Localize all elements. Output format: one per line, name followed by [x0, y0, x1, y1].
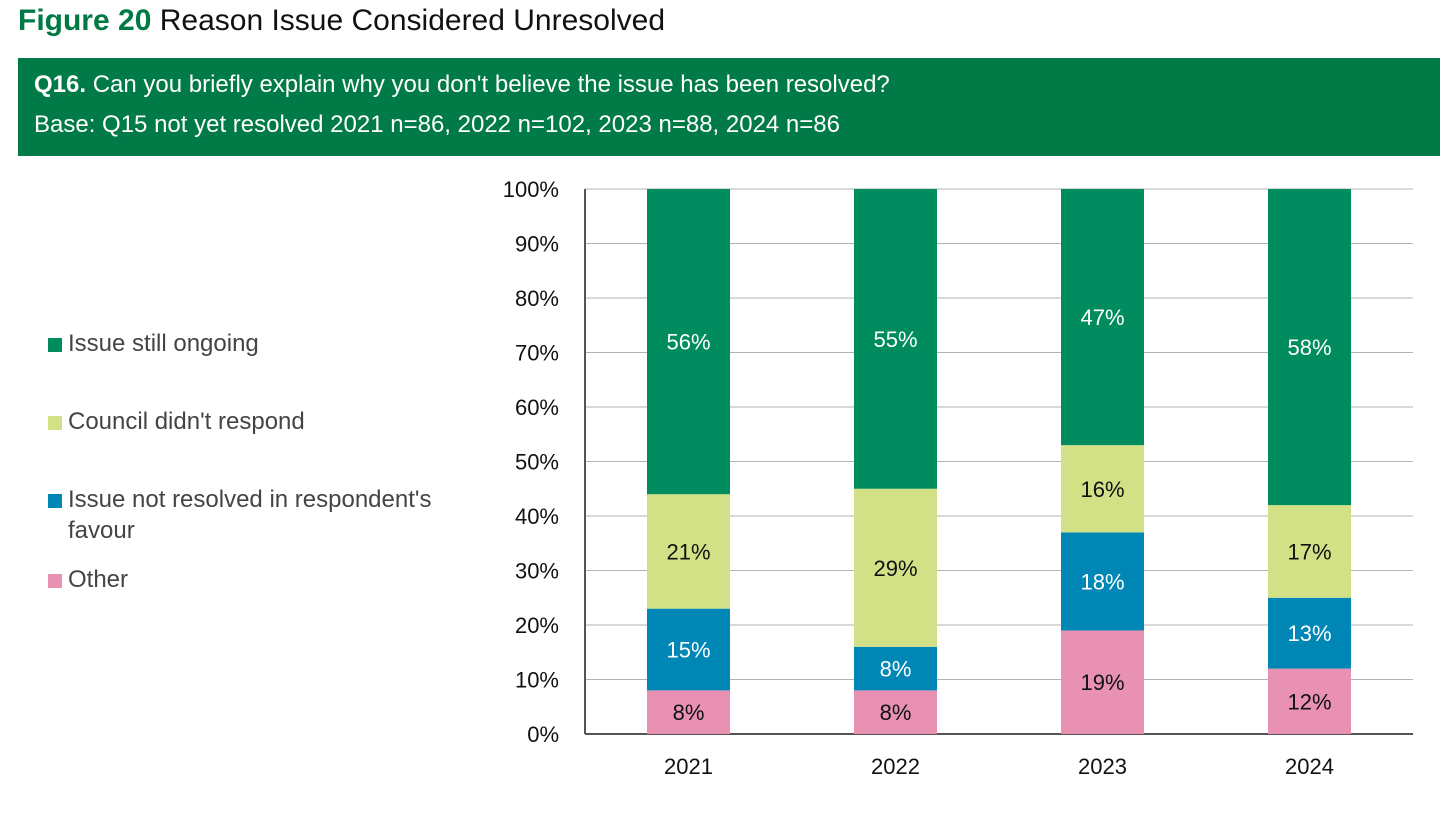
data-label: 17% [1287, 539, 1331, 564]
data-label: 29% [873, 556, 917, 581]
bar-segment [1268, 597, 1351, 669]
question-line: Q16. Can you briefly explain why you don… [34, 70, 1424, 100]
legend-item: Other [48, 564, 478, 595]
bar-segment [1061, 630, 1144, 734]
legend-label: Council didn't respond [68, 408, 305, 435]
data-label: 8% [880, 700, 912, 725]
legend-swatch [48, 494, 62, 508]
y-tick-label: 90% [515, 232, 559, 257]
data-label: 8% [880, 657, 912, 682]
data-label: 56% [666, 330, 710, 355]
y-tick-label: 60% [515, 395, 559, 420]
x-tick-label: 2024 [1285, 754, 1334, 779]
bar-segment [647, 608, 730, 691]
x-tick-label: 2023 [1078, 754, 1127, 779]
data-label: 19% [1080, 670, 1124, 695]
bar-segment [854, 646, 937, 691]
bar-segment [1061, 532, 1144, 631]
y-tick-label: 20% [515, 613, 559, 638]
legend-item: Council didn't respond [48, 406, 478, 437]
data-label: 18% [1080, 569, 1124, 594]
data-label: 8% [673, 700, 705, 725]
question-header: Q16. Can you briefly explain why you don… [18, 58, 1440, 156]
question-text: Can you briefly explain why you don't be… [92, 71, 890, 98]
legend-item: Issue not resolved in respondent's favou… [48, 484, 478, 546]
data-label: 13% [1287, 621, 1331, 646]
y-tick-label: 30% [515, 559, 559, 584]
bar-segment [1268, 189, 1351, 506]
y-tick-label: 0% [527, 722, 559, 747]
legend-swatch [48, 574, 62, 588]
y-tick-label: 100% [503, 177, 559, 202]
figure-title: Figure 20 Reason Issue Considered Unreso… [18, 4, 665, 38]
y-tick-label: 50% [515, 450, 559, 475]
legend-label: Issue still ongoing [68, 330, 259, 357]
data-label: 12% [1287, 689, 1331, 714]
y-tick-label: 70% [515, 341, 559, 366]
legend-label: Issue not resolved in respondent's favou… [68, 486, 432, 544]
bar-segment [854, 690, 937, 734]
bar-segment [854, 488, 937, 647]
bar-segment [1061, 445, 1144, 533]
figure-number: Figure 20 [18, 4, 152, 37]
x-tick-label: 2021 [664, 754, 713, 779]
legend-swatch [48, 338, 62, 352]
data-label: 16% [1080, 477, 1124, 502]
bar-segment [1061, 189, 1144, 446]
bar-segment [647, 690, 730, 734]
figure-title-text: Reason Issue Considered Unresolved [159, 4, 666, 37]
data-label: 21% [666, 539, 710, 564]
legend-item: Issue still ongoing [48, 328, 478, 359]
bar-segment [647, 189, 730, 495]
bar-segment [1268, 668, 1351, 734]
data-label: 55% [873, 327, 917, 352]
legend-swatch [48, 416, 62, 430]
x-tick-label: 2022 [871, 754, 920, 779]
data-label: 58% [1287, 335, 1331, 360]
question-base: Base: Q15 not yet resolved 2021 n=86, 20… [34, 111, 840, 138]
data-label: 15% [666, 638, 710, 663]
legend-label: Other [68, 566, 129, 593]
y-tick-label: 80% [515, 286, 559, 311]
y-tick-label: 10% [515, 668, 559, 693]
bar-segment [647, 494, 730, 609]
data-label: 47% [1080, 305, 1124, 330]
bar-segment [854, 189, 937, 489]
y-tick-label: 40% [515, 504, 559, 529]
question-number: Q16. [34, 71, 87, 98]
bar-segment [1268, 505, 1351, 598]
